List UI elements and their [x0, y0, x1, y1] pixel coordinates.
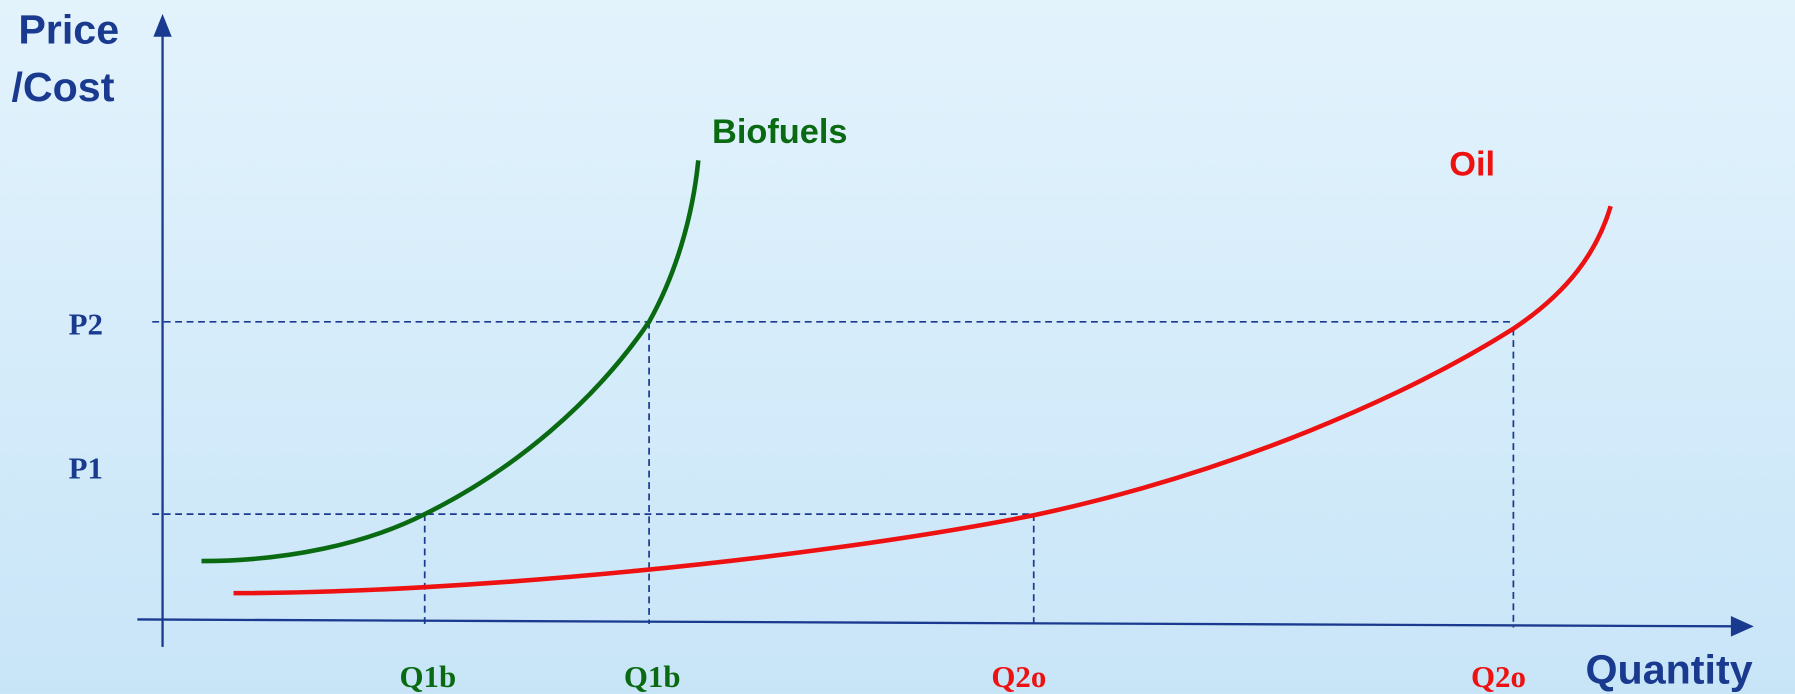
quantity-level: Q1b: [624, 659, 681, 694]
quantity-level: Q2o: [1471, 659, 1526, 694]
oil-curve: [233, 205, 1613, 596]
quantity-level: Q2o: [991, 659, 1046, 694]
price-level: P2: [69, 306, 103, 341]
x-axis: [137, 618, 1735, 628]
x-axis-arrow: [1730, 616, 1754, 637]
y-axis-label: /Cost: [11, 64, 114, 110]
x-axis-label: Quantity: [1586, 647, 1753, 693]
curve-label: Biofuels: [712, 113, 847, 151]
quantity-level: Q1b: [400, 659, 457, 694]
y-axis-label: Price: [18, 7, 119, 53]
y-axis-arrow: [153, 13, 172, 37]
biofuels-curve: [201, 160, 701, 564]
curve-label: Oil: [1449, 145, 1495, 183]
price-level: P1: [69, 451, 103, 486]
